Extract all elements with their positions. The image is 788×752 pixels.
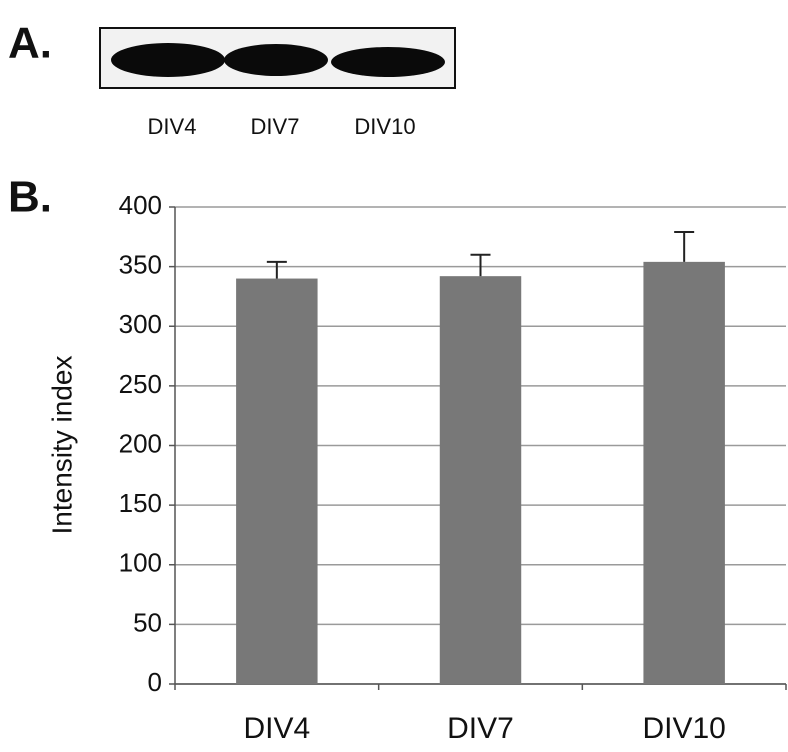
bar <box>236 279 317 684</box>
lane-label: DIV4 <box>148 114 197 139</box>
bar <box>643 262 724 684</box>
lane-label: DIV7 <box>251 114 300 139</box>
y-tick-label: 250 <box>119 369 162 399</box>
figure: A. B. DIV4 DIV7 DIV10 Intensity index 0 5… <box>0 0 788 752</box>
y-tick-label: 150 <box>119 488 162 518</box>
y-axis-label: Intensity index <box>46 356 77 535</box>
y-tick-label: 350 <box>119 250 162 280</box>
lane-label: DIV10 <box>354 114 415 139</box>
band <box>111 43 225 77</box>
x-tick-label: DIV4 <box>243 712 310 745</box>
bar <box>440 276 521 684</box>
band <box>224 44 328 76</box>
band <box>331 47 445 77</box>
y-tick-label: 100 <box>119 548 162 578</box>
panel-label: A. <box>8 19 52 68</box>
y-tick-label: 0 <box>148 667 162 697</box>
y-tick-label: 300 <box>119 309 162 339</box>
y-tick-label: 50 <box>133 607 162 637</box>
western-blot <box>100 28 455 88</box>
y-tick-label: 400 <box>119 190 162 220</box>
panel-label: B. <box>8 173 52 222</box>
x-tick-label: DIV10 <box>642 712 725 745</box>
x-tick-label: DIV7 <box>447 712 514 745</box>
y-tick-label: 200 <box>119 428 162 458</box>
